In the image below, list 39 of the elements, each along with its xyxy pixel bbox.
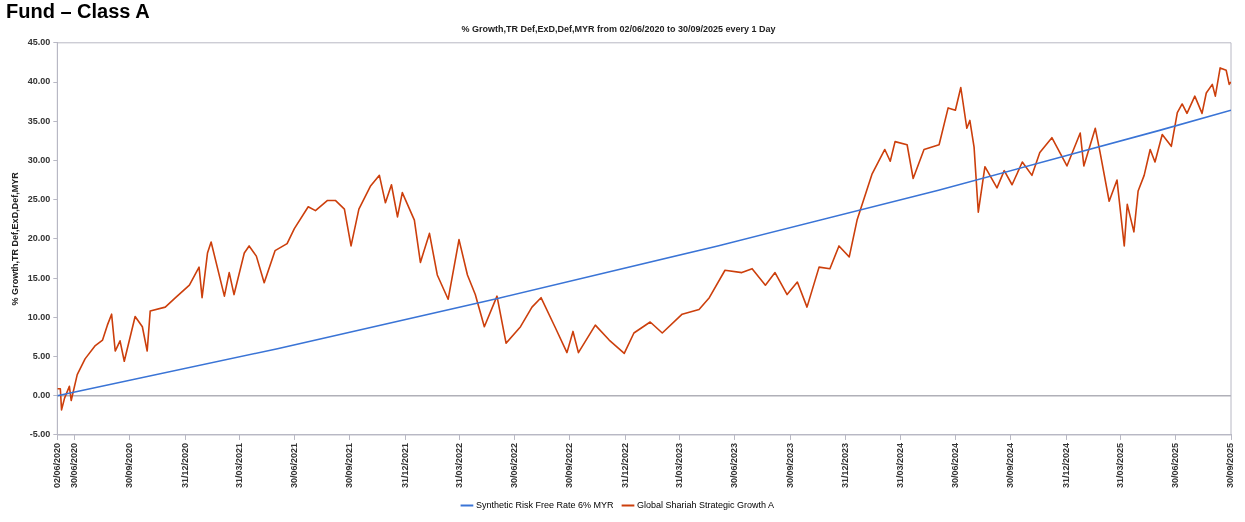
legend-label: Global Shariah Strategic Growth A xyxy=(636,499,775,510)
x-tick-label: 30/09/2025 xyxy=(1225,442,1236,488)
x-tick-label: 31/03/2023 xyxy=(674,442,685,488)
y-tick-label: 5.00 xyxy=(32,351,51,362)
chart-subtitle: % Growth,TR Def,ExD,Def,MYR from 02/06/2020 to 30/09/2025 every 1 Day xyxy=(461,23,776,34)
chart-title: Fund – Class A xyxy=(6,0,150,22)
x-tick-label: 30/06/2020 xyxy=(68,442,79,488)
x-tick-label: 30/06/2021 xyxy=(288,442,299,488)
y-tick-label: 10.00 xyxy=(27,311,51,322)
y-tick-label: 45.00 xyxy=(27,37,51,48)
x-tick-label: 30/09/2024 xyxy=(1005,442,1016,488)
x-tick-label: 31/12/2023 xyxy=(840,442,851,488)
y-tick-label: 0.00 xyxy=(32,390,51,401)
x-tick-label: 31/12/2021 xyxy=(399,442,410,488)
x-tick-label: 30/06/2023 xyxy=(729,442,740,488)
x-tick-label: 31/03/2021 xyxy=(233,442,244,488)
x-tick-label: 31/03/2022 xyxy=(454,442,465,488)
y-tick-label: -5.00 xyxy=(29,429,51,440)
x-tick-label: 30/09/2020 xyxy=(124,442,135,488)
x-tick-label: 02/06/2020 xyxy=(51,442,62,488)
y-tick-label: 20.00 xyxy=(27,233,51,244)
x-tick-label: 30/09/2021 xyxy=(344,442,355,488)
y-tick-label: 40.00 xyxy=(27,76,51,87)
x-tick-label: 31/12/2024 xyxy=(1060,442,1071,488)
y-tick-label: 25.00 xyxy=(27,194,51,205)
x-tick-label: 31/12/2022 xyxy=(619,442,630,488)
x-tick-label: 31/03/2024 xyxy=(894,442,905,488)
x-tick-label: 30/09/2022 xyxy=(564,442,575,488)
x-tick-label: 30/09/2023 xyxy=(784,442,795,488)
y-axis-title: % Growth,TR Def,ExD,Def,MYR xyxy=(9,171,20,306)
x-tick-label: 31/12/2020 xyxy=(179,442,190,488)
x-tick-label: 31/03/2025 xyxy=(1115,442,1126,488)
x-tick-label: 30/06/2024 xyxy=(949,442,960,488)
x-tick-label: 30/06/2025 xyxy=(1170,442,1180,488)
y-tick-label: 35.00 xyxy=(27,115,51,126)
y-tick-label: 30.00 xyxy=(27,154,51,165)
x-tick-label: 30/06/2022 xyxy=(508,442,519,488)
y-tick-label: 15.00 xyxy=(27,272,51,283)
legend-label: Synthetic Risk Free Rate 6% MYR xyxy=(475,499,614,510)
